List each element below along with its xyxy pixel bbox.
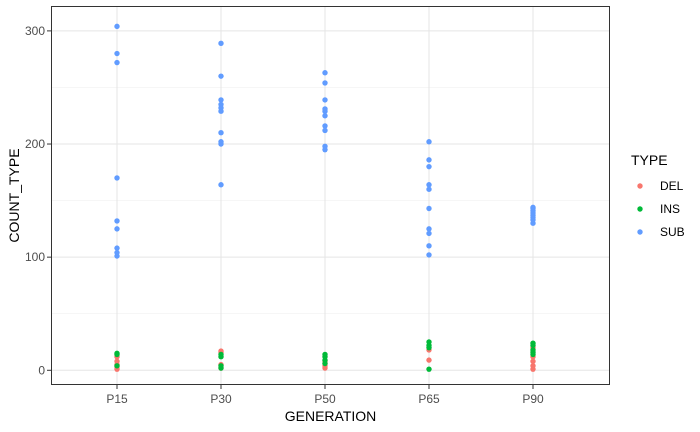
plot-background (51, 6, 610, 385)
data-point-del (530, 363, 536, 369)
data-point-sub (114, 50, 120, 57)
data-point-sub (426, 163, 432, 170)
data-point-sub (322, 97, 328, 103)
data-point-sub (322, 113, 328, 119)
data-point-sub (218, 73, 224, 79)
data-point-sub (114, 175, 120, 181)
data-point-sub (426, 186, 432, 192)
data-point-sub (322, 80, 328, 86)
data-point-sub (218, 139, 224, 145)
data-point-ins (114, 350, 120, 357)
legend-key-ins (637, 206, 643, 212)
data-point-sub (426, 182, 432, 188)
data-point-sub (426, 230, 432, 237)
data-point-ins (322, 351, 328, 358)
x-axis-title: GENERATION (285, 408, 377, 424)
data-point-sub (218, 101, 224, 108)
data-point-sub (322, 106, 328, 112)
x-tick-label: P15 (106, 392, 128, 406)
y-axis-title: COUNT_TYPE (6, 148, 22, 242)
legend-key-sub (637, 229, 643, 235)
data-point-ins (218, 351, 224, 358)
data-point-sub (426, 243, 432, 249)
y-tick-label: 300 (25, 24, 45, 38)
data-point-sub (426, 139, 432, 145)
y-tick-label: 100 (25, 250, 45, 264)
data-point-ins (530, 347, 536, 353)
legend-label-sub: SUB (660, 225, 685, 239)
data-point-ins (218, 363, 224, 369)
data-point-sub (322, 123, 328, 129)
data-point-sub (426, 226, 432, 232)
y-tick-label: 0 (38, 363, 45, 377)
data-point-sub (426, 157, 432, 163)
data-points (114, 23, 536, 372)
data-point-sub (114, 226, 120, 232)
grid-lines (51, 6, 610, 385)
data-point-del (530, 358, 536, 364)
axis-ticks: 0 100 200 300 P15 P30 P50 P65 P90 (25, 24, 544, 406)
y-tick-label: 200 (25, 137, 45, 151)
data-point-del (426, 357, 432, 363)
x-tick-label: P90 (522, 392, 544, 406)
data-point-sub (322, 127, 328, 134)
data-point-sub (218, 182, 224, 188)
data-point-sub (218, 97, 224, 103)
data-point-sub (426, 252, 432, 258)
plot-border (51, 6, 610, 385)
data-point-sub (218, 130, 224, 136)
legend-label-ins: INS (660, 202, 680, 216)
legend-label-del: DEL (660, 179, 684, 193)
data-point-sub (218, 40, 224, 47)
data-point-del (114, 358, 120, 364)
data-point-ins (426, 366, 432, 372)
data-point-sub (114, 23, 120, 30)
data-point-sub (322, 143, 328, 149)
data-point-sub (426, 205, 432, 212)
x-tick-label: P50 (314, 392, 336, 406)
legend-key-del (637, 183, 643, 189)
data-point-ins (114, 363, 120, 369)
data-point-ins (426, 339, 432, 345)
x-tick-label: P30 (210, 392, 232, 406)
data-point-sub (114, 249, 120, 256)
legend-title: TYPE (631, 152, 668, 168)
data-point-sub (114, 59, 120, 66)
data-point-sub (114, 218, 120, 224)
data-point-sub (530, 204, 536, 211)
data-point-sub (322, 70, 328, 76)
legend: TYPE DEL INS SUB (631, 152, 685, 239)
x-tick-label: P65 (418, 392, 440, 406)
data-point-ins (530, 340, 536, 346)
data-point-sub (114, 245, 120, 251)
